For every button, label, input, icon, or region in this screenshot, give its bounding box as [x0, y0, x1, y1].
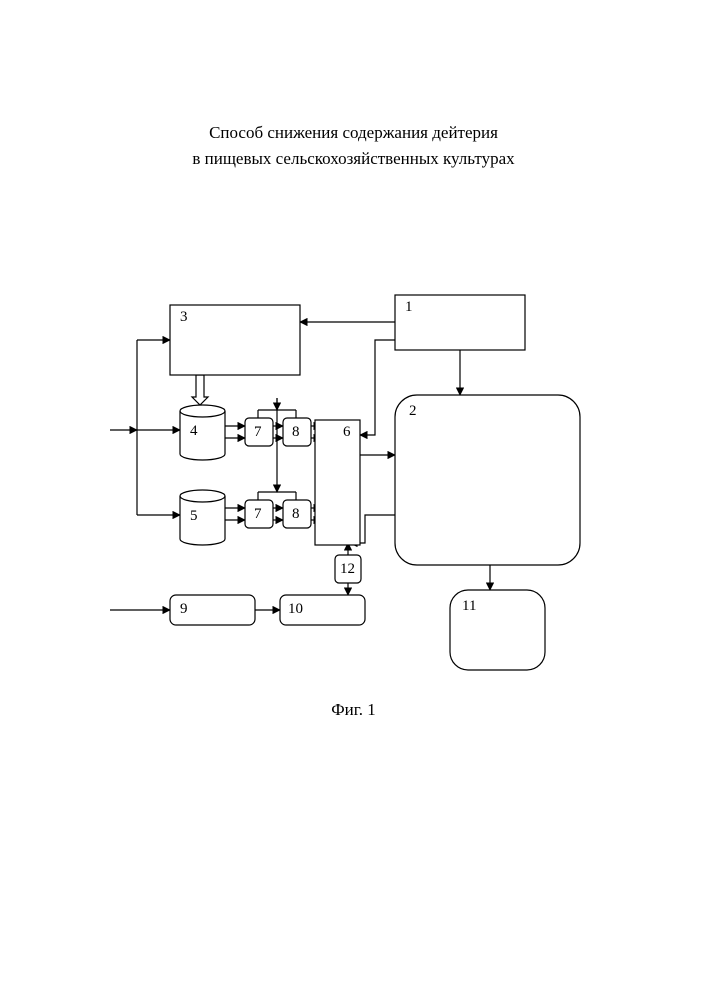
svg-text:5: 5 [190, 508, 198, 524]
node-6: 6 [315, 420, 360, 545]
svg-text:3: 3 [180, 309, 188, 325]
svg-text:12: 12 [340, 561, 355, 577]
svg-text:11: 11 [462, 598, 476, 614]
node-12: 12 [335, 555, 361, 583]
node-2: 2 [395, 395, 580, 565]
node-7: 7 [245, 418, 273, 446]
svg-text:6: 6 [343, 424, 351, 440]
svg-text:7: 7 [254, 424, 262, 440]
svg-text:7: 7 [254, 506, 262, 522]
node-10: 10 [280, 595, 365, 625]
figure-caption: Фиг. 1 [0, 700, 707, 720]
svg-text:4: 4 [190, 423, 198, 439]
node-7: 7 [245, 500, 273, 528]
node-8: 8 [283, 418, 311, 446]
svg-text:8: 8 [292, 506, 300, 522]
node-11: 11 [450, 590, 545, 670]
svg-text:2: 2 [409, 403, 417, 419]
node-5: 5 [180, 490, 225, 545]
svg-text:8: 8 [292, 424, 300, 440]
page: Способ снижения содержания дейтерия в пи… [0, 0, 707, 1000]
flow-diagram: 12345678789101112 [0, 0, 707, 1000]
svg-text:1: 1 [405, 299, 413, 315]
node-4: 4 [180, 405, 225, 460]
svg-text:10: 10 [288, 601, 303, 617]
node-9: 9 [170, 595, 255, 625]
svg-text:9: 9 [180, 601, 188, 617]
node-8: 8 [283, 500, 311, 528]
node-3: 3 [170, 305, 300, 375]
node-1: 1 [395, 295, 525, 350]
